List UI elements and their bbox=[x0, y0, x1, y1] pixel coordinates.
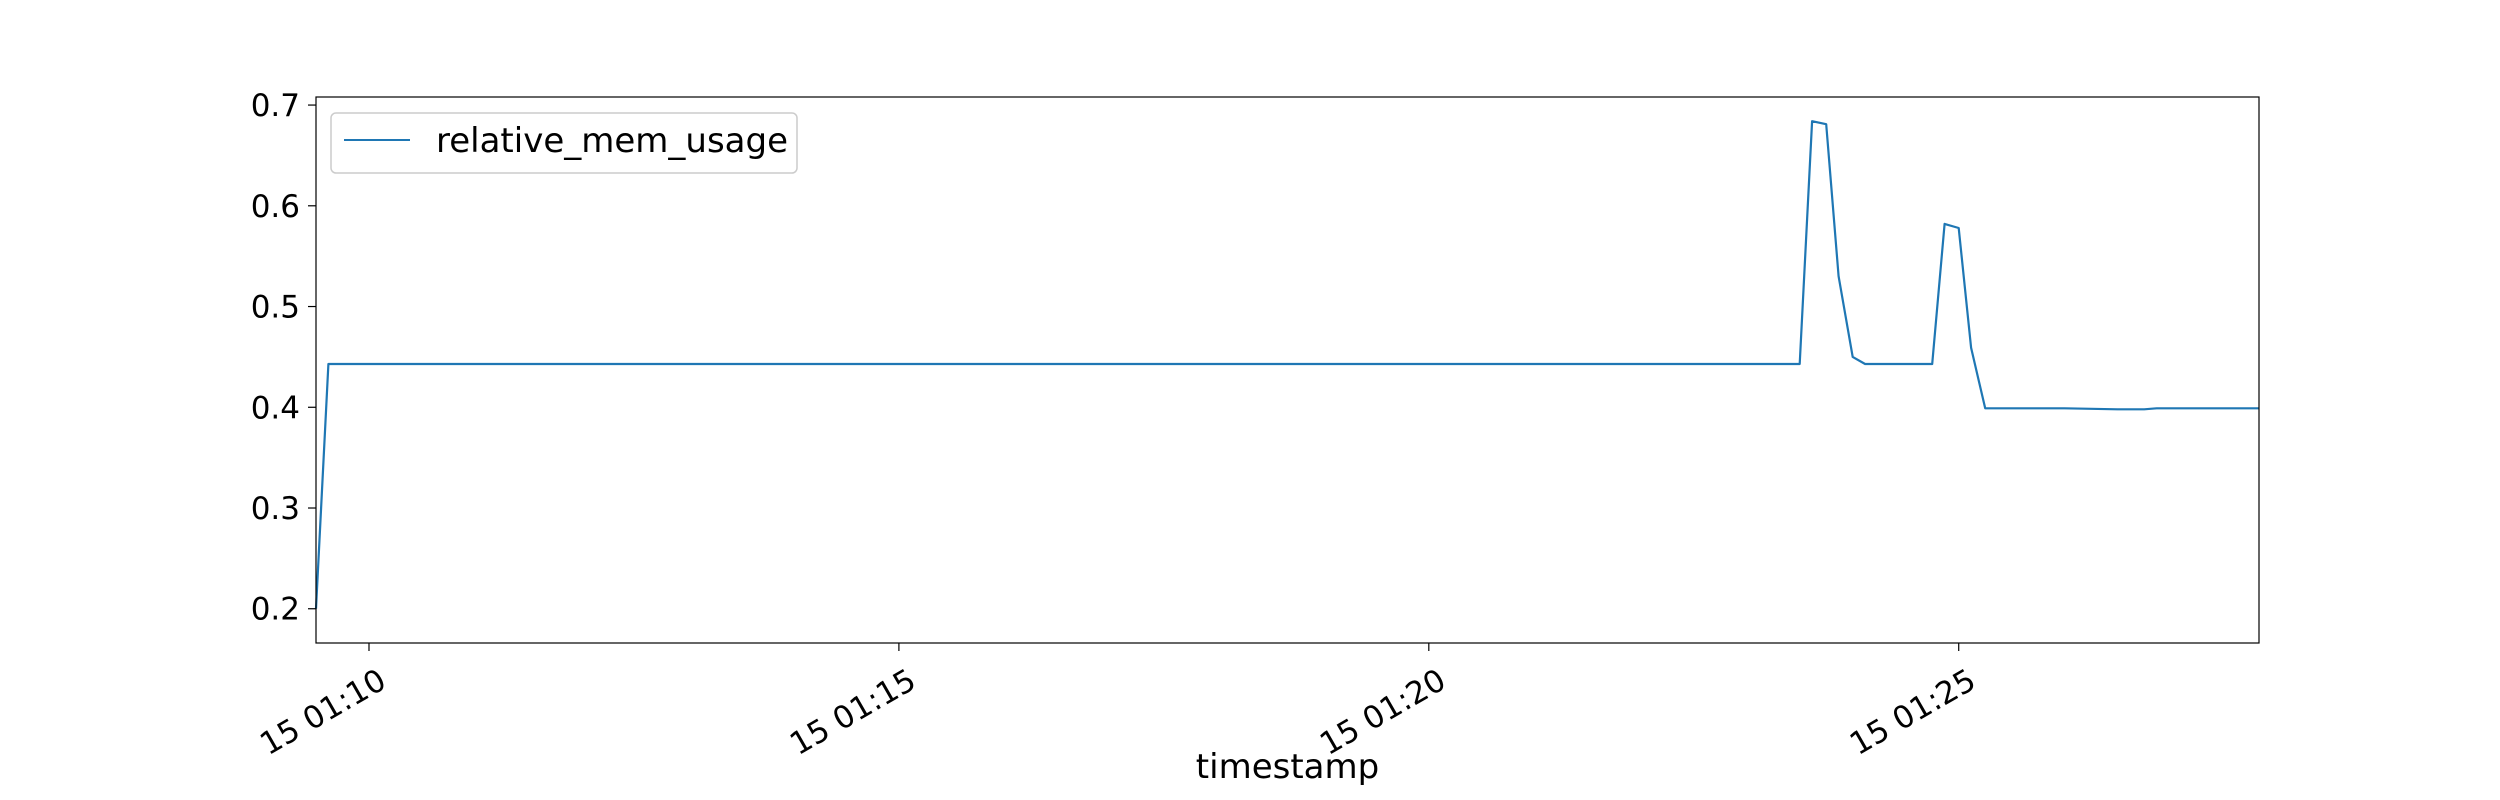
y-tick-label: 0.5 bbox=[251, 290, 300, 326]
x-axis: 15 01:10 15 01:15 15 01:20 15 01:25 bbox=[254, 643, 1982, 763]
x-tick-label: 15 01:10 bbox=[254, 662, 392, 762]
x-axis-label: timestamp bbox=[1196, 747, 1379, 787]
plot-frame bbox=[315, 96, 2260, 644]
x-tick-label: 15 01:15 bbox=[784, 662, 922, 762]
series-line-relative_mem_usage bbox=[314, 120, 2259, 609]
x-tick-label: 15 01:25 bbox=[1844, 662, 1982, 762]
legend-entry-label: relative_mem_usage bbox=[436, 121, 788, 161]
y-tick-label: 0.3 bbox=[251, 491, 300, 527]
y-tick-label: 0.2 bbox=[251, 592, 300, 628]
y-axis: 0.2 0.3 0.4 0.5 0.6 0.7 bbox=[251, 88, 316, 628]
y-tick-label: 0.7 bbox=[251, 88, 300, 124]
y-tick-label: 0.4 bbox=[251, 390, 300, 426]
series-layer bbox=[314, 120, 2259, 609]
legend: relative_mem_usage bbox=[330, 112, 798, 174]
legend-box bbox=[330, 112, 798, 174]
y-tick-label: 0.6 bbox=[251, 189, 300, 225]
